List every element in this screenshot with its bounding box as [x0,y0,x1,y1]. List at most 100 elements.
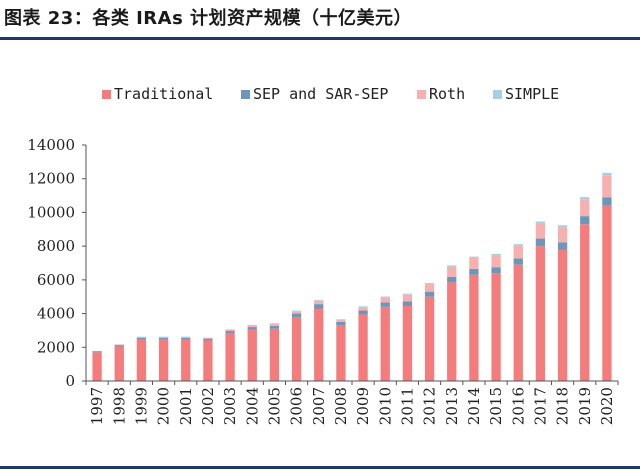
bar-2005-2 [269,323,280,326]
bar-2002-0 [203,340,213,381]
bars [92,172,612,381]
bar-2003-1 [225,330,235,333]
y-tick-label-7: 14000 [27,136,75,154]
x-tick-label-1998: 1998 [110,387,128,425]
x-tick-label-2014: 2014 [465,387,483,425]
x-tick-label-2000: 2000 [155,387,173,425]
bar-2014-2 [469,257,479,269]
bar-2013-2 [447,266,457,277]
bar-2008-1 [336,321,346,326]
bar-2004-0 [247,329,257,381]
bar-2015-2 [491,255,501,268]
bar-2000-0 [158,339,169,381]
bar-1998-0 [114,346,124,381]
y-tick-label-3: 6000 [37,271,75,289]
bar-2018-0 [557,249,568,381]
bar-2006-0 [291,316,302,381]
x-tick-label-2019: 2019 [576,387,594,425]
bar-2017-1 [535,238,546,247]
bar-2000-1 [158,337,169,340]
bar-2005-1 [269,325,280,329]
x-tick-label-2012: 2012 [421,387,439,425]
bar-2018-2 [557,227,568,243]
bar-2018-3 [557,225,568,228]
x-axis: 1997 1998 1999 2000 2001 2002 2003 2004 2005 2006… [85,380,619,425]
bar-2005-0 [269,328,280,381]
bar-2017-2 [535,223,546,239]
bar-2006-1 [291,313,302,317]
x-tick-label-2004: 2004 [243,387,261,425]
bar-1998-1 [114,345,124,347]
bar-2001-0 [181,339,191,381]
bar-2004-3 [247,324,257,326]
x-tick-label-2016: 2016 [509,387,527,425]
bar-2009-0 [358,314,368,381]
bar-2010-1 [380,302,390,307]
legend-label-1: SEP and SAR-SEP [253,85,388,103]
bottom-rule [0,466,640,469]
bar-2007-2 [314,300,324,305]
x-tick-label-2003: 2003 [221,387,239,425]
bar-2016-0 [513,264,523,381]
bar-2015-3 [491,253,501,256]
bar-1999-1 [136,338,147,340]
bar-2001-2 [181,336,191,338]
bar-2014-1 [469,268,479,275]
bar-2006-3 [291,310,302,312]
y-axis: 0 2000 4000 6000 8000 10000 12000 14000 [27,136,87,390]
x-tick-label-2002: 2002 [199,387,217,425]
legend-label-0: Traditional [114,85,213,103]
bar-2011-2 [402,294,413,302]
x-tick-label-2007: 2007 [310,387,328,425]
bar-2008-0 [336,325,346,381]
bar-2002-2 [203,337,213,339]
bar-2019-3 [580,197,590,200]
bar-1999-2 [136,337,147,339]
bar-2015-1 [491,267,501,274]
x-tick-label-2018: 2018 [554,387,572,425]
legend-swatch-3 [493,90,502,99]
legend-swatch-1 [241,90,250,99]
x-tick-label-1997: 1997 [88,387,106,425]
x-tick-label-2020: 2020 [598,387,616,425]
bar-2004-1 [247,327,257,330]
bar-2014-0 [469,274,479,381]
bar-2013-0 [447,282,457,381]
bar-2005-3 [269,323,280,324]
bar-2015-0 [491,273,501,381]
bar-2020-1 [602,197,612,206]
bar-2010-3 [380,296,390,298]
bar-1997-0 [92,352,102,381]
y-tick-label-4: 8000 [37,237,75,255]
bar-2012-0 [424,296,435,381]
y-tick-label-6: 12000 [27,170,75,188]
bar-2016-2 [513,245,523,259]
bar-2011-3 [402,293,413,295]
bar-2017-0 [535,246,546,381]
bar-2007-0 [314,308,324,381]
bar-2001-1 [181,337,191,340]
chart-legend: Traditional SEP and SAR-SEP Roth SIMPLE [102,85,559,103]
legend-swatch-0 [102,90,111,99]
title-rule [0,37,640,40]
bar-2002-1 [203,338,213,341]
bar-2010-0 [380,306,390,381]
x-tick-label-2006: 2006 [288,387,306,425]
bar-2010-2 [380,297,390,303]
bar-2003-0 [225,332,235,381]
bar-2019-2 [580,199,590,217]
bar-2012-2 [424,284,435,292]
bar-2013-3 [447,265,457,267]
bar-2009-1 [358,310,368,315]
bar-2016-3 [513,244,523,246]
x-tick-label-2009: 2009 [354,387,372,425]
figure-title: 图表 23：各类 IRAs 计划资产规模（十亿美元） [4,8,413,29]
bar-2014-3 [469,256,479,258]
bar-2004-2 [247,325,257,328]
bar-2003-3 [225,329,235,330]
y-tick-label-5: 10000 [27,203,75,221]
bar-2009-3 [358,306,368,308]
x-tick-label-2015: 2015 [487,387,505,425]
bar-2020-3 [602,172,612,176]
